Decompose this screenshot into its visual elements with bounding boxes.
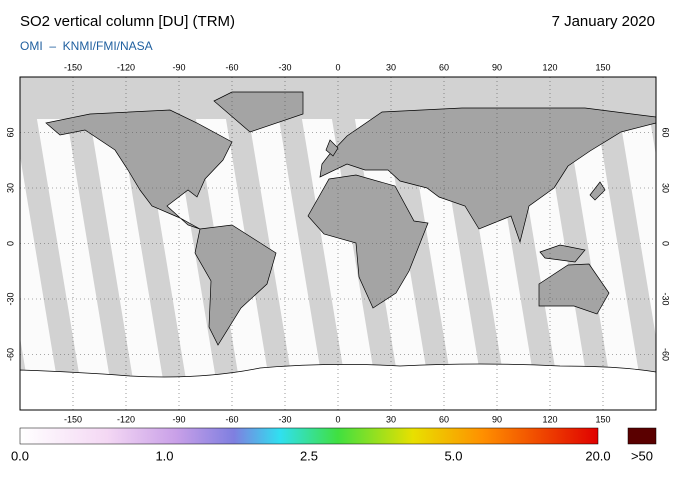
x-tick-label-bottom: 120 [542, 414, 557, 424]
y-tick-label-right: -60 [661, 348, 671, 361]
x-tick-label-top: -60 [225, 62, 238, 72]
land [45, 91, 656, 346]
x-tick-label-bottom: 30 [386, 414, 396, 424]
x-tick-label-top: 30 [386, 62, 396, 72]
x-tick-label-bottom: 60 [439, 414, 449, 424]
colorbar-label: 0.0 [11, 448, 29, 463]
y-tick-label-right: 30 [661, 183, 671, 193]
colorbar-label: 2.5 [300, 448, 318, 463]
swath [20, 155, 62, 410]
colorbar-overflow-label: >50 [631, 448, 653, 463]
date: 7 January 2020 [552, 13, 655, 30]
y-tick-label-left: -30 [5, 292, 15, 305]
x-tick-label-top: 120 [542, 62, 557, 72]
swath [613, 77, 656, 338]
y-tick-label-right: -30 [661, 292, 671, 305]
x-tick-label-bottom: -120 [117, 414, 135, 424]
colorbar-label: 1.0 [155, 448, 173, 463]
x-tick-label-top: 60 [439, 62, 449, 72]
x-tick-label-bottom: -60 [225, 414, 238, 424]
x-tick-label-bottom: 150 [595, 414, 610, 424]
x-tick-label-bottom: -150 [64, 414, 82, 424]
y-tick-label-right: 0 [661, 241, 671, 246]
y-tick-label-left: 0 [5, 241, 15, 246]
colorbar-overflow [627, 427, 657, 445]
x-tick-label-top: -120 [117, 62, 135, 72]
y-tick-label-left: -60 [5, 348, 15, 361]
map-frame [19, 76, 657, 411]
x-tick-label-bottom: -90 [172, 414, 185, 424]
antarctica [20, 363, 656, 410]
swath [83, 77, 168, 410]
x-tick-label-top: 90 [492, 62, 502, 72]
colorbar [19, 427, 599, 445]
swath [560, 77, 645, 410]
colorbar-label: 20.0 [585, 448, 610, 463]
title: SO2 vertical column [DU] (TRM) [20, 13, 235, 30]
colorbar-label: 5.0 [444, 448, 462, 463]
y-tick-label-left: 60 [5, 127, 15, 137]
colorbar-labels: 0.0 1.0 2.5 5.0 20.0 [11, 448, 611, 463]
x-tick-label-top: -150 [64, 62, 82, 72]
map-area [20, 77, 656, 410]
source: OMI – KNMI/FMI/NASA [20, 39, 153, 53]
x-tick-label-bottom: -30 [278, 414, 291, 424]
x-tick-label-bottom: 90 [492, 414, 502, 424]
x-tick-label-bottom: 0 [335, 414, 340, 424]
x-tick-label-top: 0 [335, 62, 340, 72]
swath [295, 77, 380, 410]
x-tick-label-top: -90 [172, 62, 185, 72]
x-tick-label-top: 150 [595, 62, 610, 72]
x-tick-label-top: -30 [278, 62, 291, 72]
y-tick-label-left: 30 [5, 183, 15, 193]
y-tick-label-right: 60 [661, 127, 671, 137]
